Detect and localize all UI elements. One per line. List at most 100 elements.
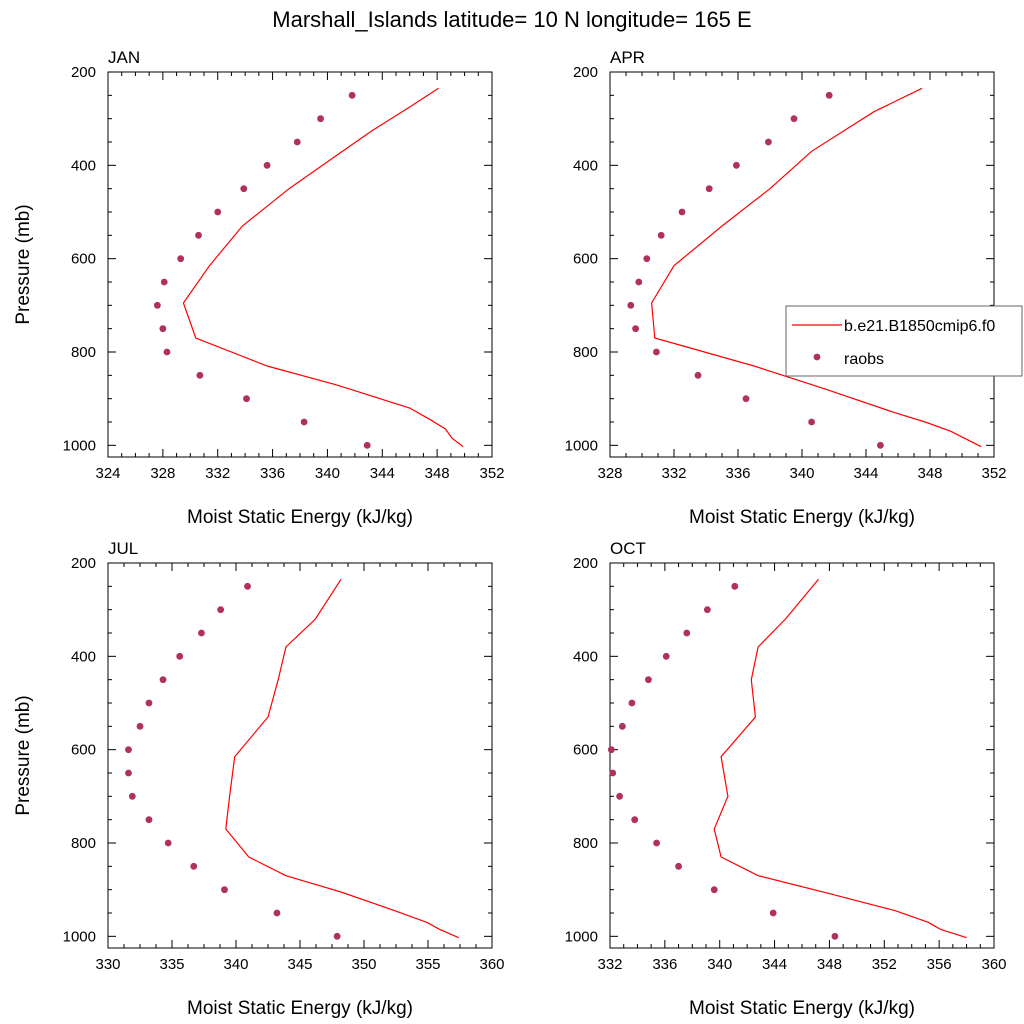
obs-point (145, 699, 153, 707)
obs-point (628, 699, 636, 707)
obs-point (694, 371, 702, 379)
obs-point (244, 582, 251, 590)
obs-point (609, 769, 617, 777)
obs-point (348, 91, 356, 99)
obs-point (825, 91, 833, 99)
x-axis-label: Moist Static Energy (kJ/kg) (689, 507, 915, 528)
x-tick-label: 352 (981, 465, 1006, 482)
panel-label: OCT (610, 539, 646, 558)
obs-point (198, 629, 205, 637)
obs-point (159, 676, 167, 684)
legend-model-label: b.e21.B1850cmip6.f0 (844, 318, 995, 335)
obs-point (221, 886, 228, 894)
panel-label: APR (610, 48, 645, 67)
x-axis-label: Moist Static Energy (kJ/kg) (187, 998, 413, 1019)
obs-point (263, 161, 271, 169)
obs-point (678, 208, 686, 216)
y-tick-label: 1000 (63, 437, 96, 454)
obs-point (733, 161, 740, 169)
legend: b.e21.B1850cmip6.f0 raobs (785, 305, 1023, 377)
x-tick-label: 344 (853, 465, 878, 482)
obs-point (217, 606, 225, 614)
x-tick-label: 352 (479, 465, 504, 482)
y-tick-label: 1000 (63, 928, 96, 945)
legend-box (785, 305, 1023, 377)
panel-label: JUL (108, 539, 138, 558)
model-series-line (713, 578, 967, 939)
obs-point (243, 395, 250, 403)
obs-point (627, 301, 635, 309)
model-series-line (182, 87, 464, 448)
y-tick-label: 800 (71, 344, 96, 361)
obs-point (240, 185, 248, 193)
y-tick-label: 600 (71, 251, 96, 268)
obs-point (808, 418, 815, 426)
y-tick-label: 200 (71, 64, 96, 81)
y-tick-label: 400 (573, 157, 598, 174)
obs-point (635, 278, 643, 286)
y-tick-label: 400 (573, 648, 598, 665)
x-tick-label: 324 (95, 465, 120, 482)
x-axis-label: Moist Static Energy (kJ/kg) (689, 998, 915, 1019)
x-tick-label: 340 (223, 956, 248, 973)
obs-point (317, 115, 324, 123)
obs-point (333, 932, 341, 940)
x-tick-label: 330 (95, 956, 120, 973)
obs-point (683, 629, 691, 637)
obs-point (618, 722, 626, 730)
obs-point (177, 255, 185, 263)
panel-jul: JUL 330 335 340 345 350 355 360 200 400 600 800 1000… (13, 539, 505, 1019)
x-tick-label: 340 (315, 465, 340, 482)
x-tick-label: 360 (981, 956, 1006, 973)
obs-point (653, 348, 660, 356)
legend-obs-swatch (813, 353, 821, 361)
obs-point (125, 746, 132, 754)
obs-point (125, 769, 132, 777)
figure-title: Marshall_Islands latitude= 10 N longitud… (272, 7, 751, 32)
plot-frame (609, 562, 995, 949)
obs-point (703, 606, 711, 614)
x-tick-label: 348 (917, 465, 942, 482)
y-tick-label: 600 (573, 742, 598, 759)
panel-apr: APR 328 332 336 340 344 348 352 200 400 600 800 1000… (565, 48, 1023, 528)
legend-obs-label: raobs (844, 351, 884, 368)
y-tick-label: 800 (573, 344, 598, 361)
obs-point (153, 301, 161, 309)
obs-point (769, 909, 777, 917)
obs-point (742, 395, 750, 403)
y-axis-label: Pressure (mb) (13, 695, 34, 815)
x-tick-label: 348 (817, 956, 842, 973)
x-tick-label: 348 (425, 465, 450, 482)
plot-frame (107, 562, 493, 949)
y-tick-label: 600 (71, 742, 96, 759)
x-tick-label: 332 (661, 465, 686, 482)
x-axis-label: Moist Static Energy (kJ/kg) (187, 507, 413, 528)
x-tick-label: 336 (725, 465, 750, 482)
obs-point (616, 792, 623, 800)
obs-point (653, 839, 661, 847)
y-tick-label: 200 (71, 555, 96, 572)
obs-point (136, 722, 144, 730)
y-tick-label: 400 (71, 157, 96, 174)
model-series-line (650, 87, 982, 448)
panel-label: JAN (108, 48, 140, 67)
panels: JAN 324 328 332 336 340 344 348 352 200 400 600 800 1… (13, 48, 1023, 1019)
model-series-line (225, 578, 459, 939)
obs-point (195, 231, 202, 239)
y-axis-label: Pressure (mb) (13, 204, 34, 324)
obs-point (632, 325, 639, 333)
obs-point (765, 138, 772, 146)
x-tick-label: 350 (351, 956, 376, 973)
x-tick-label: 328 (150, 465, 175, 482)
x-tick-label: 328 (597, 465, 622, 482)
y-tick-label: 800 (71, 835, 96, 852)
y-tick-label: 1000 (565, 928, 598, 945)
obs-point (300, 418, 308, 426)
x-tick-label: 352 (872, 956, 897, 973)
obs-point (363, 441, 371, 449)
y-tick-label: 400 (71, 648, 96, 665)
x-tick-label: 356 (927, 956, 952, 973)
obs-point (607, 746, 615, 754)
obs-point (159, 325, 167, 333)
